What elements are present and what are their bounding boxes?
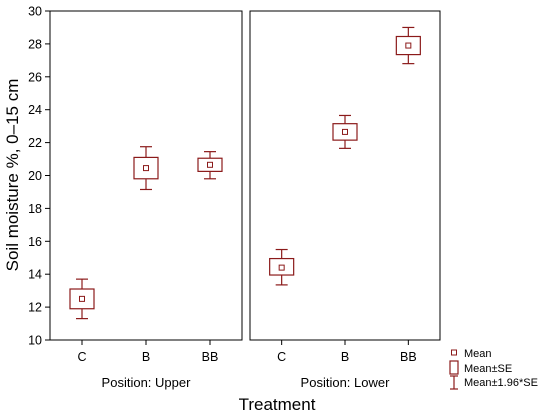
y-tick-label: 26 [28, 70, 42, 84]
y-tick-label: 30 [28, 5, 42, 19]
y-tick-label: 18 [28, 202, 42, 216]
legend-se-box [449, 360, 459, 375]
x-tick-label: BB [400, 350, 417, 364]
se-box [133, 156, 159, 180]
se-box [332, 123, 358, 141]
mean-marker [405, 42, 412, 49]
y-tick-label: 12 [28, 301, 42, 315]
legend-label-se: Mean±SE [464, 363, 512, 375]
mean-marker [143, 165, 149, 172]
se-box [395, 35, 421, 56]
y-axis-label: Soil moisture %, 0–15 cm [3, 79, 22, 272]
legend-label-ci: Mean±1.96*SE [464, 377, 538, 389]
y-tick-label: 10 [28, 334, 42, 348]
y-tick-label: 20 [28, 169, 42, 183]
y-tick-label: 14 [28, 268, 42, 282]
se-box [269, 257, 295, 276]
mean-marker [278, 264, 285, 271]
panel-label: Position: Upper [102, 375, 192, 390]
legend-mean-marker [451, 349, 457, 356]
x-tick-label: C [77, 350, 86, 364]
legend-label-mean: Mean [464, 348, 492, 360]
mean-marker [342, 128, 348, 135]
x-axis-label: Treatment [239, 395, 316, 414]
x-tick-label: B [341, 350, 349, 364]
x-tick-label: BB [202, 350, 219, 364]
se-box [197, 157, 223, 172]
y-tick-label: 24 [28, 103, 42, 117]
mean-marker [207, 161, 213, 168]
y-tick-label: 22 [28, 136, 42, 150]
mean-marker [79, 295, 85, 302]
panel-label: Position: Lower [301, 375, 391, 390]
se-box [69, 288, 95, 310]
x-tick-label: C [277, 350, 286, 364]
x-tick-label: B [142, 350, 150, 364]
y-tick-label: 16 [28, 235, 42, 249]
y-tick-label: 28 [28, 37, 42, 51]
